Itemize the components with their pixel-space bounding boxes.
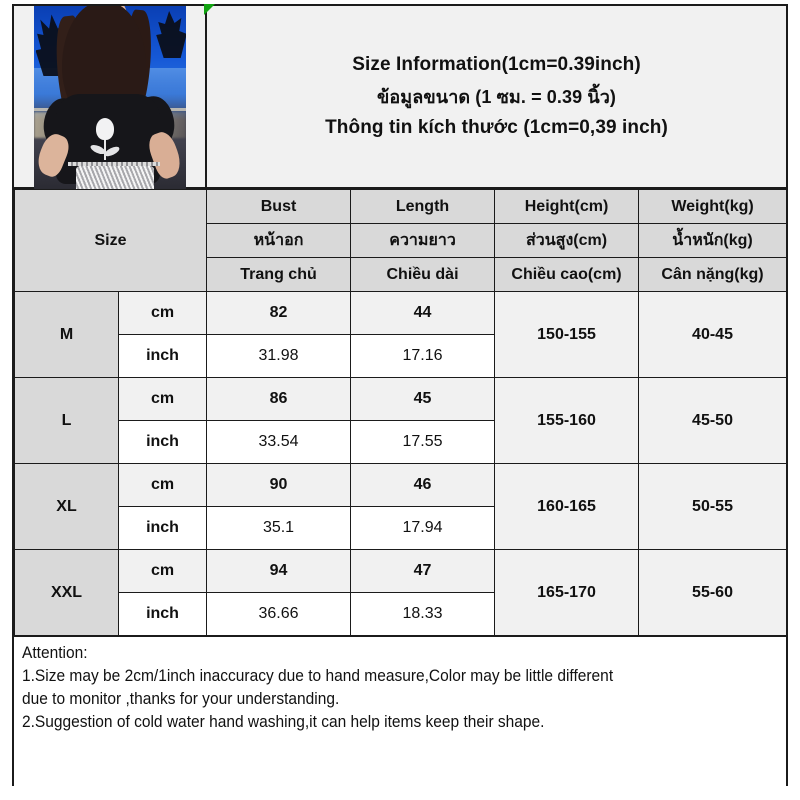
header-length-en: Length — [350, 189, 496, 224]
header-height-vi: Chiều cao(cm) — [494, 257, 640, 292]
header-weight-en: Weight(kg) — [638, 189, 788, 224]
attention-line-1: 1.Size may be 2cm/1inch inaccuracy due t… — [22, 666, 614, 685]
size-label-m: M — [14, 291, 119, 378]
table-row: XXL cm 94 47 165-170 55-60 — [14, 549, 788, 636]
unit-cm-xxl: cm — [117, 549, 208, 593]
height-l: 155-160 — [494, 377, 640, 464]
attention-block: Attention: 1.Size may be 2cm/1inch inacc… — [14, 636, 786, 789]
attention-line-2: due to monitor ,thanks for your understa… — [22, 689, 340, 708]
unit-inch-xxl: inch — [117, 592, 208, 636]
table-row: M cm 82 44 150-155 40-45 — [14, 291, 788, 378]
table-header-row-thai: หน้าอก ความยาว ส่วนสูง(cm) น้ำหนัก(kg) — [15, 223, 788, 258]
attention-heading: Attention: — [22, 644, 88, 662]
rose-stem-print — [103, 134, 106, 160]
table-row: XL cm 90 46 160-165 50-55 — [14, 463, 788, 550]
green-flag-icon — [204, 4, 215, 15]
unit-cm-xl: cm — [117, 463, 208, 507]
header-length-th: ความยาว — [350, 223, 496, 258]
weight-m: 40-45 — [638, 291, 788, 378]
size-table: Size Bust Length Height(cm) Weight(kg) ห… — [13, 189, 788, 636]
bust-cm-m: 82 — [206, 291, 352, 335]
height-xl: 160-165 — [494, 463, 640, 550]
header-height-th: ส่วนสูง(cm) — [494, 223, 640, 258]
header-weight-vi: Cân nặng(kg) — [638, 257, 788, 292]
sequin-skirt — [75, 166, 154, 189]
title-cell: Size Information(1cm=0.39inch) ข้อมูลขนา… — [204, 4, 786, 187]
header-bust-th: หน้าอก — [206, 223, 352, 258]
title-line-thai: ข้อมูลขนาด (1 ซม. = 0.39 นิ้ว) — [376, 87, 617, 107]
bust-cm-l: 86 — [206, 377, 352, 421]
length-cm-xl: 46 — [350, 463, 496, 507]
length-inch-xl: 17.94 — [350, 506, 496, 550]
table-row: inch 36.66 18.33 — [15, 592, 787, 636]
header-length-vi: Chiều dài — [350, 257, 496, 292]
bust-cm-xl: 90 — [206, 463, 352, 507]
weight-xxl: 55-60 — [638, 549, 788, 636]
table-row: L cm 86 45 155-160 45-50 — [14, 377, 788, 464]
bust-cm-xxl: 94 — [206, 549, 352, 593]
bust-inch-xxl: 36.66 — [206, 592, 352, 636]
tree-silhouette-right — [156, 11, 186, 58]
title-line-english: Size Information(1cm=0.39inch) — [352, 54, 641, 75]
bust-inch-m: 31.98 — [206, 334, 352, 378]
weight-xl: 50-55 — [638, 463, 788, 550]
size-chart-frame: Size Information(1cm=0.39inch) ข้อมูลขนา… — [12, 4, 788, 789]
length-inch-l: 17.55 — [350, 420, 496, 464]
size-label-xl: XL — [14, 463, 119, 550]
unit-cm-l: cm — [117, 377, 208, 421]
top-band: Size Information(1cm=0.39inch) ข้อมูลขนา… — [14, 4, 786, 189]
bust-inch-l: 33.54 — [206, 420, 352, 464]
length-cm-l: 45 — [350, 377, 496, 421]
product-photo — [33, 6, 186, 189]
unit-inch-m: inch — [117, 334, 208, 378]
header-height-en: Height(cm) — [494, 189, 640, 224]
header-bust-en: Bust — [206, 189, 352, 224]
height-xxl: 165-170 — [494, 549, 640, 636]
table-row: inch 31.98 17.16 — [15, 334, 787, 378]
bust-inch-xl: 35.1 — [206, 506, 352, 550]
table-header-row-english: Size Bust Length Height(cm) Weight(kg) — [13, 189, 788, 292]
header-weight-th: น้ำหนัก(kg) — [638, 223, 788, 258]
unit-inch-xl: inch — [117, 506, 208, 550]
attention-line-3: 2.Suggestion of cold water hand washing,… — [22, 712, 545, 731]
length-cm-m: 44 — [350, 291, 496, 335]
length-inch-xxl: 18.33 — [350, 592, 496, 636]
table-row: inch 35.1 17.94 — [15, 506, 787, 550]
length-cm-xxl: 47 — [350, 549, 496, 593]
height-m: 150-155 — [494, 291, 640, 378]
table-row: inch 33.54 17.55 — [15, 420, 787, 464]
size-label-l: L — [14, 377, 119, 464]
unit-cm-m: cm — [117, 291, 208, 335]
unit-inch-l: inch — [117, 420, 208, 464]
header-bust-vi: Trang chủ — [206, 257, 352, 292]
length-inch-m: 17.16 — [350, 334, 496, 378]
product-photo-cell — [14, 6, 207, 189]
size-header-cell: Size — [13, 189, 208, 292]
weight-l: 45-50 — [638, 377, 788, 464]
waist-chain — [67, 162, 160, 166]
title-line-vietnamese: Thông tin kích thước (1cm=0,39 inch) — [325, 117, 668, 138]
size-label-xxl: XXL — [14, 549, 119, 636]
table-header-row-vietnamese: Trang chủ Chiều dài Chiều cao(cm) Cân nặ… — [15, 257, 788, 292]
rose-bud-print — [95, 118, 114, 140]
